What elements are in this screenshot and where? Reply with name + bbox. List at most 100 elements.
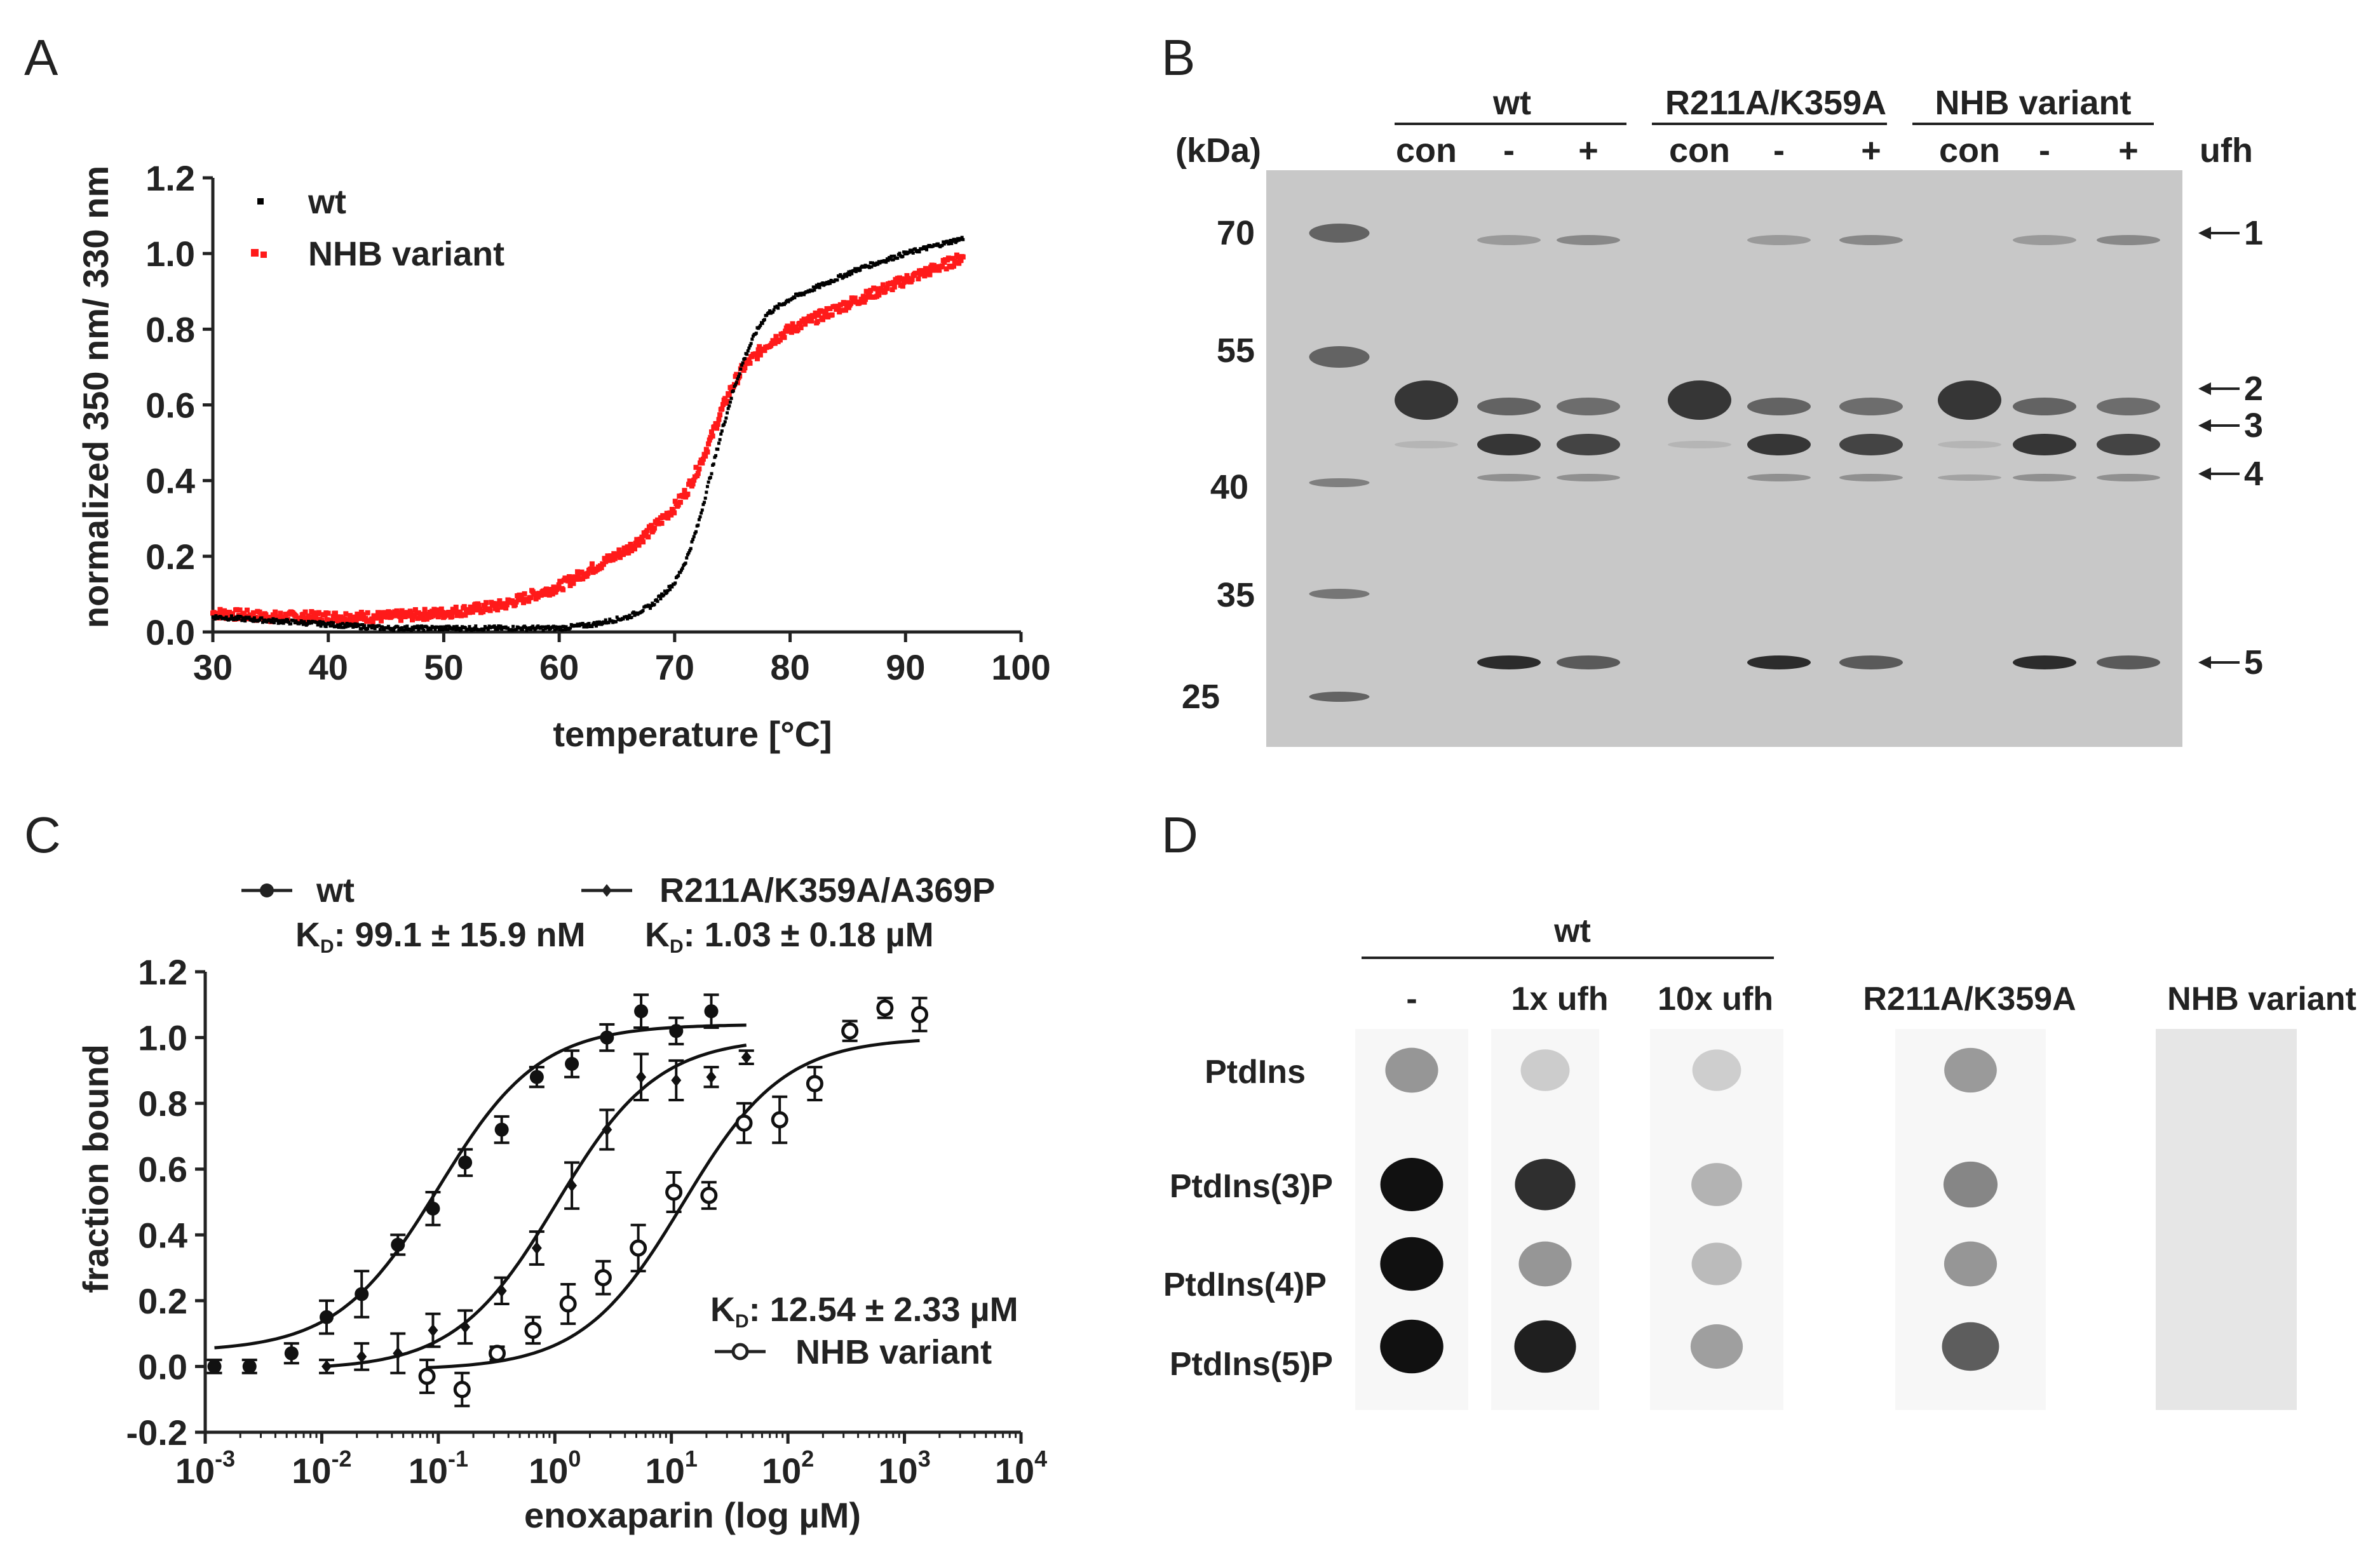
data-point: [438, 606, 444, 612]
data-point: [682, 488, 687, 494]
data-point: [445, 624, 449, 628]
data-point: [529, 628, 532, 631]
data-point: [909, 250, 913, 254]
gel-ufh-label: ufh: [2200, 131, 2253, 170]
gel-band-con-40: [1938, 474, 2001, 481]
data-point: [700, 1186, 718, 1204]
data-point: [925, 248, 929, 252]
data-point: [706, 1070, 717, 1084]
data-point: [567, 582, 573, 588]
data-point: [566, 574, 572, 579]
data-point: [688, 478, 694, 484]
data-point: [799, 293, 803, 297]
data-point: [520, 628, 524, 631]
data-point: [451, 627, 455, 631]
chart-a-xtick-label: 100: [991, 647, 1050, 687]
data-point: [454, 628, 458, 632]
data-point: [377, 624, 381, 628]
gel-marker-70: 70: [1217, 214, 1255, 252]
data-point: [867, 290, 872, 296]
dotblot-col-2: 1x ufh: [1511, 981, 1608, 1017]
data-point: [565, 578, 571, 584]
data-point: [949, 239, 952, 243]
gel-band-3: [1477, 434, 1541, 455]
data-point: [848, 273, 852, 277]
data-point: [384, 614, 390, 620]
data-point: [402, 614, 408, 620]
data-point: [738, 372, 741, 376]
band-label-2: 2: [2244, 370, 2263, 408]
data-point: [417, 626, 421, 630]
data-point: [620, 551, 626, 557]
data-point: [729, 396, 733, 400]
data-point: [741, 1051, 752, 1064]
data-point: [632, 610, 635, 614]
data-point: [908, 248, 912, 252]
gel-band-3: [1557, 434, 1620, 455]
data-point: [330, 624, 334, 628]
data-point: [373, 627, 377, 631]
chart-c-xtick-exp: -2: [332, 1446, 352, 1472]
data-point: [958, 258, 964, 264]
gel-band-2: [2013, 398, 2076, 415]
gel-band-2: [1747, 398, 1811, 415]
data-point: [416, 624, 419, 628]
dotblot-col-5: NHB variant: [2167, 981, 2356, 1017]
data-point: [528, 594, 534, 600]
data-point: [862, 299, 867, 305]
gel-band-1: [2013, 235, 2076, 245]
data-point: [616, 547, 622, 553]
data-point: [747, 346, 751, 350]
data-point: [307, 615, 313, 621]
chart-c-ylabel: fraction bound: [76, 1044, 116, 1293]
data-point: [852, 295, 858, 301]
data-point: [634, 1004, 649, 1019]
data-point: [716, 447, 720, 451]
data-point: [543, 627, 547, 631]
data-point: [560, 628, 564, 632]
data-point: [236, 614, 240, 618]
data-point: [497, 626, 501, 630]
data-point: [348, 622, 352, 626]
data-point: [496, 628, 499, 631]
data-point: [299, 615, 304, 621]
data-point: [665, 591, 669, 594]
data-point: [811, 285, 815, 289]
data-point: [842, 275, 846, 279]
data-point: [492, 624, 496, 628]
chart-a-xtick-label: 50: [424, 647, 463, 687]
data-point: [846, 272, 849, 276]
data-point: [790, 321, 795, 326]
data-point: [714, 453, 718, 457]
gel-band-con: [1668, 380, 1731, 420]
data-point: [689, 547, 693, 551]
data-point: [626, 615, 630, 619]
data-point: [642, 533, 648, 539]
data-point: [739, 367, 743, 371]
data-point: [470, 609, 475, 615]
data-point: [518, 592, 524, 598]
data-point: [513, 599, 519, 605]
data-point: [283, 620, 287, 624]
data-point: [924, 271, 930, 277]
data-point: [740, 363, 743, 367]
data-point: [955, 254, 961, 260]
gel-group-wt: wt: [1492, 84, 1531, 122]
data-point: [811, 289, 815, 293]
data-point: [577, 576, 583, 582]
gel-band-con-faint: [1668, 441, 1731, 448]
data-point: [850, 272, 854, 276]
data-point: [649, 604, 653, 608]
data-point: [693, 464, 699, 470]
data-point: [685, 492, 691, 497]
data-point: [522, 591, 527, 596]
data-point: [734, 380, 738, 384]
data-point: [880, 282, 886, 288]
data-point: [826, 282, 830, 286]
data-point: [600, 1030, 614, 1045]
data-point: [387, 610, 393, 615]
data-point: [717, 441, 720, 445]
data-point: [341, 622, 344, 626]
series-2: [418, 997, 928, 1407]
data-point: [480, 609, 486, 615]
